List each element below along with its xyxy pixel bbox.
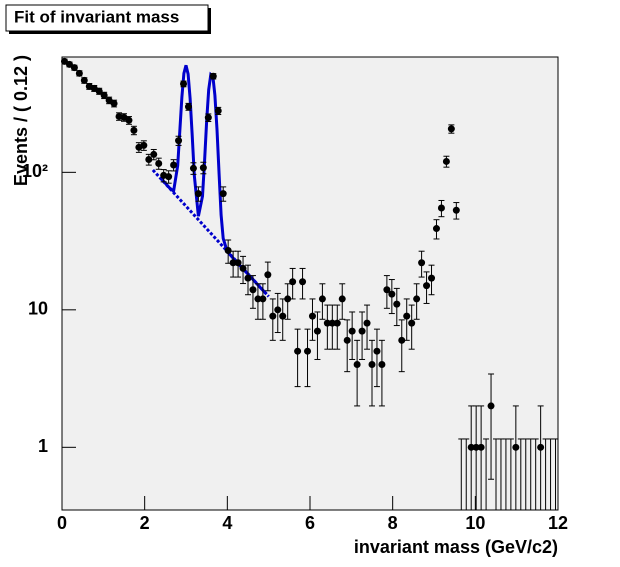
data-point [254,295,262,303]
data-point [234,259,242,267]
data-point [170,161,178,169]
data-point [95,87,103,95]
data-point [403,312,411,320]
data-point [418,259,426,267]
data-point [537,443,545,451]
data-point [70,64,78,72]
data-point [279,312,287,320]
data-point [209,72,217,80]
data-point [378,361,386,369]
data-point [333,319,341,327]
data-point [80,76,88,84]
data-point [388,290,396,298]
data-point [269,312,277,320]
data-point [140,141,148,149]
data-point [289,278,297,286]
data-point [393,300,401,308]
data-point [432,225,440,233]
data-point [368,361,376,369]
data-point [194,190,202,198]
data-point [423,282,431,290]
data-point [323,319,331,327]
data-point [358,327,366,335]
data-point [338,295,346,303]
data-point [219,190,227,198]
data-point [155,159,163,167]
data-point [437,204,445,212]
data-point [353,361,361,369]
data-point [472,443,480,451]
data-point [304,347,312,355]
data-point [308,312,316,320]
data-point [413,295,421,303]
data-point [348,327,356,335]
data-point [130,126,138,134]
data-point [199,164,207,172]
data-point [184,103,192,111]
data-point [110,99,118,107]
y-tick-label: 1 [38,436,48,456]
x-tick-label: 8 [388,513,398,533]
data-point [452,206,460,214]
data-point [244,274,252,282]
y-tick-label: 10 [28,299,48,319]
chart-title: Fit of invariant mass [14,7,179,26]
data-point [343,336,351,344]
x-tick-label: 12 [548,513,568,533]
data-point [284,295,292,303]
data-point [467,443,475,451]
x-tick-label: 2 [140,513,150,533]
data-point [175,137,183,145]
plot-frame [61,56,559,511]
data-point [299,278,307,286]
data-point [165,173,173,181]
data-point [150,150,158,158]
data-point [264,271,272,279]
data-point [477,443,485,451]
data-point [313,327,321,335]
x-tick-label: 6 [305,513,315,533]
data-point [428,274,436,282]
data-point [328,319,336,327]
y-tick-label: 10² [22,161,48,181]
data-point [408,319,416,327]
data-point [100,91,108,99]
data-point [294,347,302,355]
data-point [512,443,520,451]
data-point [274,306,282,314]
data-point [318,295,326,303]
data-point [180,80,188,88]
data-point [65,60,73,68]
data-point [363,319,371,327]
y-axis-label: Events / ( 0.12 ) [11,55,31,186]
data-point [487,402,495,410]
data-point [373,347,381,355]
data-point [214,107,222,115]
data-point [145,155,153,163]
x-tick-label: 10 [465,513,485,533]
x-tick-label: 0 [57,513,67,533]
data-point [125,116,133,124]
data-point [442,157,450,165]
data-point [447,125,455,133]
x-tick-label: 4 [222,513,232,533]
data-point [75,69,83,77]
data-point [239,264,247,272]
data-point [383,286,391,294]
x-axis-label: invariant mass (GeV/c2) [354,537,558,557]
data-point [229,259,237,267]
data-point [204,114,212,122]
data-point [249,286,257,294]
title-box [5,4,209,32]
data-point [398,336,406,344]
data-point [189,164,197,172]
data-point [224,247,232,255]
data-point [259,295,267,303]
